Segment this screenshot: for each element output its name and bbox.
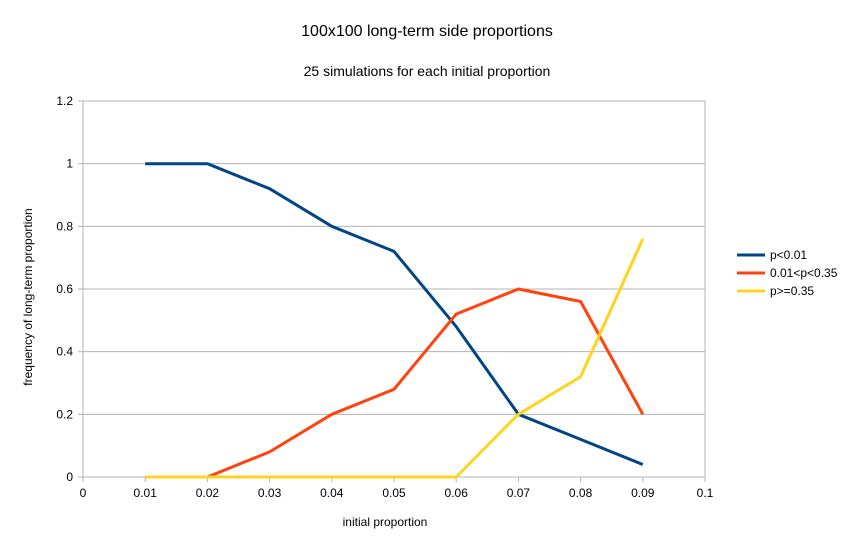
x-tick-label: 0.08 <box>569 486 593 500</box>
x-tick-label: 0.09 <box>631 486 655 500</box>
legend-label-2: p>=0.35 <box>770 284 814 298</box>
series-line-2 <box>145 238 645 479</box>
y-tick-label: 0 <box>66 470 73 484</box>
x-tick-label: 0.04 <box>320 486 344 500</box>
y-tick-label: 1.2 <box>56 94 73 108</box>
legend-label-0: p<0.01 <box>770 248 807 262</box>
x-tick-label: 0 <box>80 486 87 500</box>
y-tick-label: 1 <box>66 157 73 171</box>
chart-title: 100x100 long-term side proportions <box>301 23 553 40</box>
y-tick-label: 0.4 <box>56 345 73 359</box>
x-tick-label: 0.05 <box>382 486 406 500</box>
series-line-0 <box>145 162 644 466</box>
x-tick-label: 0.07 <box>507 486 531 500</box>
y-axis-label: frequency of long-term proportion <box>21 208 35 385</box>
x-tick-label: 0.1 <box>697 486 714 500</box>
axes <box>82 101 706 482</box>
gridlines <box>78 100 705 478</box>
x-tick-label: 0.02 <box>196 486 220 500</box>
legend: p<0.01 0.01<p<0.35 p>=0.35 <box>737 248 838 298</box>
x-tick-label: 0.03 <box>258 486 282 500</box>
series-lines <box>145 162 645 479</box>
y-tick-label: 0.2 <box>56 407 73 421</box>
y-tick-label: 0.6 <box>56 282 73 296</box>
y-tick-label: 0.8 <box>56 219 73 233</box>
y-tick-labels: 0 0.2 0.4 0.6 0.8 1 1.2 <box>56 94 73 484</box>
x-tick-label: 0.06 <box>445 486 469 500</box>
x-tick-label: 0.01 <box>134 486 158 500</box>
x-axis-label: initial proportion <box>343 515 428 529</box>
x-tick-labels: 0 0.01 0.02 0.03 0.04 0.05 0.06 0.07 0.08 0.09 0.1 <box>80 486 714 500</box>
chart-subtitle: 25 simulations for each initial proporti… <box>304 63 551 79</box>
legend-label-1: 0.01<p<0.35 <box>770 266 838 280</box>
series-line-1 <box>145 287 645 479</box>
